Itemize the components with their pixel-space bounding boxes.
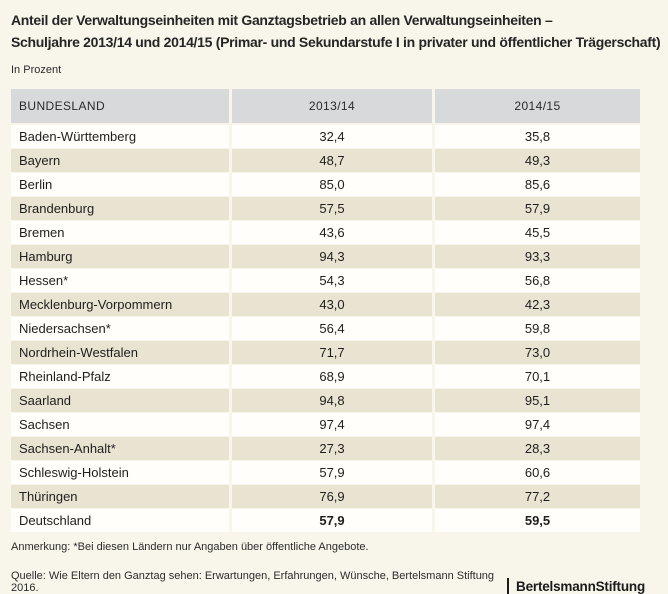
page-title-line-2: Schuljahre 2013/14 und 2014/15 (Primar- …: [11, 34, 661, 50]
state-name-cell: Niedersachsen*: [11, 317, 229, 340]
table-row: Hessen* 54,3 56,8: [11, 269, 640, 292]
value-2013-14-cell: 57,5: [232, 197, 432, 220]
value-2014-15-cell: 70,1: [435, 365, 640, 388]
logo-bar-icon: [507, 578, 510, 594]
value-2014-15-cell: 59,8: [435, 317, 640, 340]
state-name-cell: Hamburg: [11, 245, 229, 268]
state-name-cell: Berlin: [11, 173, 229, 196]
column-header-2013-14: 2013/14: [232, 89, 432, 123]
value-2014-15-cell: 35,8: [435, 125, 640, 148]
state-name-cell: Bayern: [11, 149, 229, 172]
state-name-cell: Thüringen: [11, 485, 229, 508]
table-row: Hamburg 94,3 93,3: [11, 245, 640, 268]
value-2014-15-cell: 49,3: [435, 149, 640, 172]
column-header-2014-15: 2014/15: [435, 89, 640, 123]
table-row: Schleswig-Holstein 57,9 60,6: [11, 461, 640, 484]
table-row: Sachsen-Anhalt* 27,3 28,3: [11, 437, 640, 460]
value-2013-14-cell: 43,6: [232, 221, 432, 244]
table-row: Baden-Württemberg 32,4 35,8: [11, 125, 640, 148]
logo-text: BertelsmannStiftung: [516, 579, 645, 594]
footnote: Anmerkung: *Bei diesen Ländern nur Angab…: [11, 541, 369, 553]
table-row: Rheinland-Pfalz 68,9 70,1: [11, 365, 640, 388]
table-row: Berlin 85,0 85,6: [11, 173, 640, 196]
value-2013-14-cell: 85,0: [232, 173, 432, 196]
value-2014-15-cell: 42,3: [435, 293, 640, 316]
page-title-line-1: Anteil der Verwaltungseinheiten mit Ganz…: [11, 12, 553, 28]
table-row: Saarland 94,8 95,1: [11, 389, 640, 412]
value-2014-15-cell: 77,2: [435, 485, 640, 508]
source-text: Quelle: Wie Eltern den Ganztag sehen: Er…: [11, 570, 495, 594]
value-2013-14-cell: 68,9: [232, 365, 432, 388]
table-body: Baden-Württemberg 32,4 35,8 Bayern 48,7 …: [11, 125, 640, 532]
value-2014-15-cell: 57,9: [435, 197, 640, 220]
table-row: Niedersachsen* 56,4 59,8: [11, 317, 640, 340]
value-2013-14-cell: 76,9: [232, 485, 432, 508]
state-name-cell: Hessen*: [11, 269, 229, 292]
value-2013-14-cell: 54,3: [232, 269, 432, 292]
table-row: Deutschland 57,9 59,5: [11, 509, 640, 532]
table-row: Brandenburg 57,5 57,9: [11, 197, 640, 220]
state-name-cell: Saarland: [11, 389, 229, 412]
state-name-cell: Baden-Württemberg: [11, 125, 229, 148]
unit-label: In Prozent: [11, 64, 62, 76]
value-2013-14-cell: 43,0: [232, 293, 432, 316]
logo-text-stiftung: Stiftung: [595, 578, 646, 594]
bertelsmann-stiftung-logo: BertelsmannStiftung: [507, 578, 645, 594]
logo-text-bertelsmann: Bertelsmann: [516, 578, 596, 594]
table-header-row: BUNDESLAND 2013/14 2014/15: [11, 89, 640, 123]
value-2013-14-cell: 48,7: [232, 149, 432, 172]
state-name-cell: Brandenburg: [11, 197, 229, 220]
state-name-cell: Rheinland-Pfalz: [11, 365, 229, 388]
value-2014-15-cell: 97,4: [435, 413, 640, 436]
value-2014-15-cell: 73,0: [435, 341, 640, 364]
data-table: BUNDESLAND 2013/14 2014/15 Baden-Württem…: [11, 89, 640, 532]
value-2013-14-cell: 57,9: [232, 461, 432, 484]
value-2013-14-cell: 94,3: [232, 245, 432, 268]
table-row: Sachsen 97,4 97,4: [11, 413, 640, 436]
state-name-cell: Sachsen: [11, 413, 229, 436]
value-2014-15-cell: 45,5: [435, 221, 640, 244]
column-header-bundesland: BUNDESLAND: [11, 89, 229, 123]
table-row: Mecklenburg-Vorpommern 43,0 42,3: [11, 293, 640, 316]
value-2014-15-cell: 59,5: [435, 509, 640, 532]
value-2013-14-cell: 32,4: [232, 125, 432, 148]
table-row: Bayern 48,7 49,3: [11, 149, 640, 172]
value-2013-14-cell: 57,9: [232, 509, 432, 532]
state-name-cell: Bremen: [11, 221, 229, 244]
value-2013-14-cell: 56,4: [232, 317, 432, 340]
state-name-cell: Schleswig-Holstein: [11, 461, 229, 484]
value-2014-15-cell: 56,8: [435, 269, 640, 292]
state-name-cell: Deutschland: [11, 509, 229, 532]
value-2013-14-cell: 94,8: [232, 389, 432, 412]
source-row: Quelle: Wie Eltern den Ganztag sehen: Er…: [11, 570, 645, 594]
state-name-cell: Mecklenburg-Vorpommern: [11, 293, 229, 316]
value-2014-15-cell: 85,6: [435, 173, 640, 196]
value-2014-15-cell: 95,1: [435, 389, 640, 412]
value-2014-15-cell: 60,6: [435, 461, 640, 484]
table-row: Nordrhein-Westfalen 71,7 73,0: [11, 341, 640, 364]
value-2013-14-cell: 27,3: [232, 437, 432, 460]
value-2013-14-cell: 71,7: [232, 341, 432, 364]
state-name-cell: Sachsen-Anhalt*: [11, 437, 229, 460]
table-row: Bremen 43,6 45,5: [11, 221, 640, 244]
value-2014-15-cell: 93,3: [435, 245, 640, 268]
value-2014-15-cell: 28,3: [435, 437, 640, 460]
state-name-cell: Nordrhein-Westfalen: [11, 341, 229, 364]
page-title: Anteil der Verwaltungseinheiten mit Ganz…: [11, 9, 668, 53]
value-2013-14-cell: 97,4: [232, 413, 432, 436]
table-row: Thüringen 76,9 77,2: [11, 485, 640, 508]
